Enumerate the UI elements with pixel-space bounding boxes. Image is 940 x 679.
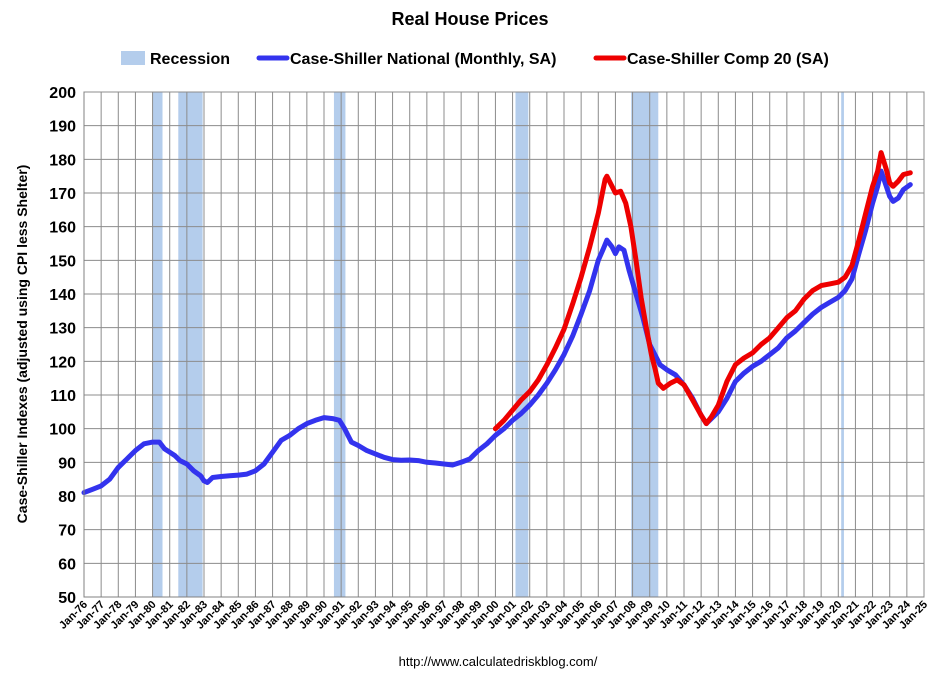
y-tick-label: 180: [49, 152, 76, 169]
y-axis: 50 60 70 80 90 100 110 120 130 140 150 160 170 180 190…: [49, 85, 85, 607]
legend-label: Case-Shiller Comp 20 (SA): [627, 51, 829, 68]
legend-swatch-recession: [121, 51, 145, 65]
source-url: http://www.calculatedriskblog.com/: [399, 654, 598, 669]
national-line: [81, 168, 913, 496]
y-tick-label: 70: [58, 523, 76, 540]
y-tick-label: 100: [49, 422, 76, 439]
recession-band: [631, 92, 659, 597]
recession-band: [333, 92, 346, 597]
y-tick-label: 120: [49, 354, 76, 371]
comp20-line: [492, 150, 913, 432]
y-tick-label: 170: [49, 186, 76, 203]
y-axis-label: Case-Shiller Indexes (adjusted using CPI…: [14, 165, 30, 524]
y-tick-label: 80: [58, 489, 76, 506]
y-tick-label: 90: [58, 455, 76, 472]
chart-title: Real House Prices: [391, 9, 548, 29]
recession-band: [178, 92, 203, 597]
recession-band: [152, 92, 163, 597]
y-tick-label: 130: [49, 321, 76, 338]
data-series: [81, 150, 913, 496]
recession-bands: [152, 92, 844, 597]
legend-label: Recession: [150, 51, 230, 68]
plot-area: [83, 91, 925, 598]
y-tick-label: 60: [58, 556, 76, 573]
y-tick-label: 200: [49, 85, 76, 102]
y-tick-label: 110: [50, 388, 76, 405]
y-tick-label: 140: [49, 287, 76, 304]
y-tick-label: 160: [49, 220, 76, 237]
y-tick-label: 50: [58, 590, 76, 607]
recession-band: [841, 92, 844, 597]
recession-band: [515, 92, 529, 597]
x-axis: Jan-76Jan-77Jan-78Jan-79Jan-80Jan-81Jan-…: [57, 596, 930, 632]
y-tick-label: 190: [49, 119, 76, 136]
legend-label: Case-Shiller National (Monthly, SA): [290, 51, 556, 68]
y-tick-label: 150: [49, 253, 76, 270]
chart-legend: Recession Case-Shiller National (Monthly,…: [121, 51, 829, 68]
